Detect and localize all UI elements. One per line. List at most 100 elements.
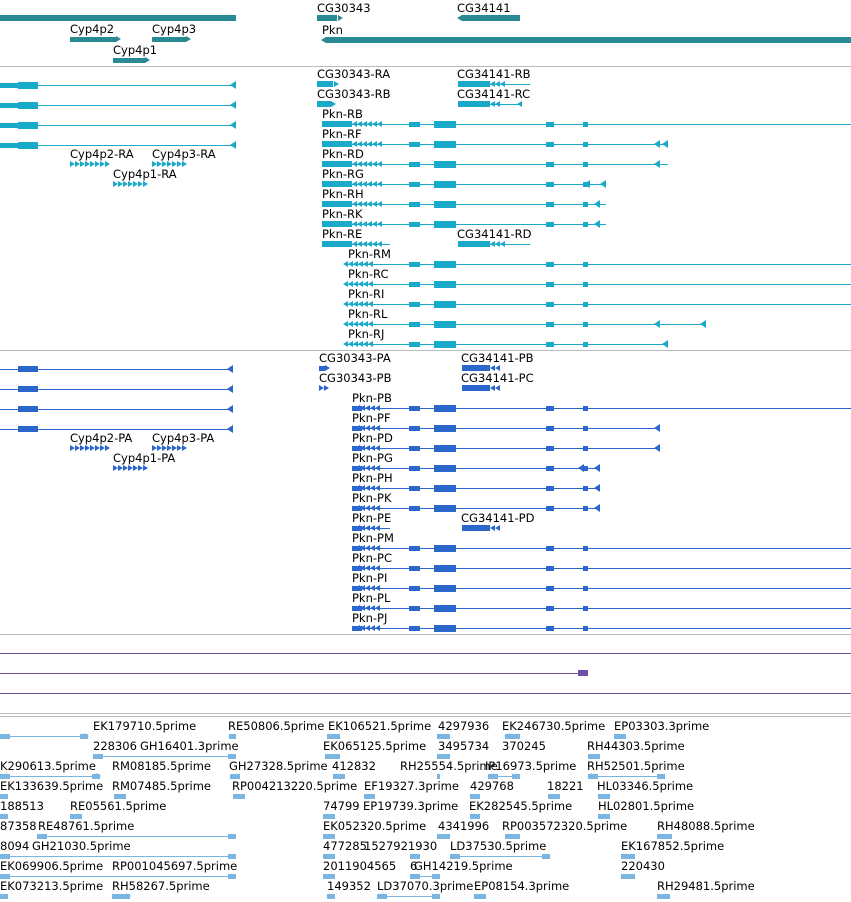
exon-block [434,180,456,188]
arrow-left-icon [367,201,372,207]
arrow-left-icon [365,485,370,491]
arrow-right-icon [143,465,148,471]
intron-line [490,244,530,245]
arrow-left-icon [353,301,358,307]
exon-block [322,121,352,127]
exon-block [0,122,18,128]
arrow-left-icon [357,201,362,207]
exon-block [434,584,456,592]
exon-block [434,424,456,432]
est-block [552,793,560,799]
arrow-left-icon [227,425,233,433]
arrow-left-icon [357,181,362,187]
protein-label: Pkn-PJ [352,611,388,625]
exon-block [546,605,554,611]
protein-label: Cyp4p2-PA [70,431,133,445]
exon-block [409,505,420,511]
exon-block [409,261,420,267]
arrow-left-icon [370,585,375,591]
est-label: EP19739.3prime [363,799,459,813]
exon-block [583,445,588,451]
exon-block [18,121,38,129]
arrow-left-icon [377,201,382,207]
arrow-right-icon [157,445,162,451]
arrow-left-icon [662,140,668,148]
est-alignment [37,836,236,837]
arrow-left-icon [353,261,358,267]
est-label: 2011904565 [323,859,397,873]
arrow-left-icon [654,424,660,432]
exon-block [546,281,554,287]
arrow-left-icon [375,585,380,591]
gene-block [326,37,851,43]
est-label: 3495734 [438,739,490,753]
est-block [332,733,340,739]
exon-block [434,604,456,612]
intron-line [490,84,530,85]
exon-block [583,545,588,551]
exon-block [409,405,420,411]
transcript-label: Cyp4p1-RA [113,167,177,181]
arrow-left-icon [662,340,668,348]
arrow-right-icon [85,161,90,167]
exon-block [322,161,352,167]
arrow-left-icon [230,121,236,129]
transcript-label: Pkn-RI [348,287,385,301]
arrow-left-icon [363,301,368,307]
arrow-right-icon [113,181,118,187]
arrow-right-icon [143,181,148,187]
est-label: RM07485.5prime [112,779,211,793]
arrow-right-icon [138,181,143,187]
est-block [478,893,486,899]
exon-block [434,464,456,472]
arrow-left-icon [352,161,357,167]
arrow-left-icon [360,505,365,511]
exon-block [546,445,554,451]
exon-block [546,121,554,127]
arrow-right-icon [167,445,172,451]
arrow-left-icon [360,425,365,431]
arrow-right-icon [118,181,123,187]
exon-block [583,121,588,127]
arrow-right-icon [126,893,131,899]
arrow-left-icon [347,141,352,147]
arrow-left-icon [360,465,365,471]
exon-block [434,444,456,452]
est-block [228,753,236,759]
intron-line [322,184,606,185]
est-alignment [450,856,550,857]
est-label: 429768 [470,779,514,793]
arrow-left-icon [343,341,348,347]
arrow-left-icon [517,101,522,107]
protein-label: CG30343-PA [319,351,391,365]
est-label: 477285 [323,839,367,853]
est-block [432,873,440,879]
exon-block [434,120,456,128]
arrow-left-icon [357,141,362,147]
exon-block [434,404,456,412]
exon-block [546,181,554,187]
exon-block [583,261,588,267]
arrow-left-icon [367,221,372,227]
arrow-left-icon [352,221,357,227]
est-label: GH21030.5prime [32,839,131,853]
arrow-left-icon [587,773,592,779]
arrow-left-icon [348,301,353,307]
exon-block [546,141,554,147]
arrow-right-icon [177,161,182,167]
gene-block [113,57,145,63]
gene-block [317,15,337,21]
arrow-right-icon [186,36,191,42]
arrow-left-icon [370,525,375,531]
est-alignment [0,736,88,737]
intron-line [352,428,660,429]
arrow-left-icon [485,365,490,371]
protein-label: CG34141-PC [461,371,534,385]
arrow-right-icon [138,465,143,471]
exon-block [583,141,588,147]
exon-block [409,201,420,207]
arrow-right-icon [90,445,95,451]
transcript-label: Pkn-RD [322,147,364,161]
est-alignment [377,896,440,897]
